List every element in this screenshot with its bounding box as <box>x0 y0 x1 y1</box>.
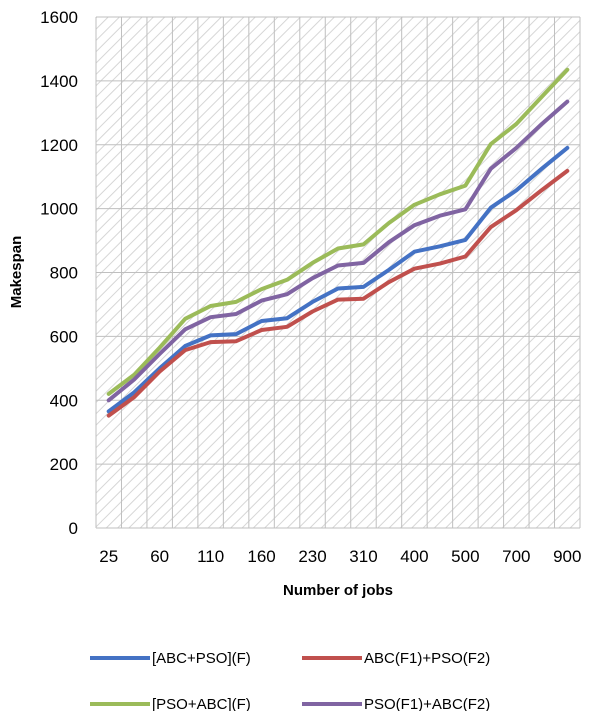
y-tick-label: 1600 <box>40 8 78 27</box>
series-lines <box>106 67 570 418</box>
y-axis-ticks: 0 200 400 600 800 1000 1200 1400 1600 <box>40 8 78 538</box>
legend: [ABC+PSO](F) ABC(F1)+PSO(F2) [PSO+ABC](F) P… <box>90 650 490 713</box>
legend-label: PSO(F1)+ABC(F2) <box>364 696 490 711</box>
y-tick-label: 1000 <box>40 200 78 219</box>
y-tick-label: 400 <box>50 391 78 410</box>
legend-label: [PSO+ABC](F) <box>152 696 251 711</box>
series-line-2 <box>106 168 570 418</box>
legend-label: [ABC+PSO](F) <box>152 650 251 667</box>
x-axis-ticks: 25 60 110 160 230 310 400 500 700 900 <box>99 547 581 566</box>
x-tick-label: 500 <box>451 547 479 566</box>
x-tick-label: 230 <box>298 547 326 566</box>
legend-label: ABC(F1)+PSO(F2) <box>364 650 490 667</box>
gridlines <box>95 16 581 529</box>
x-tick-label: 700 <box>502 547 530 566</box>
y-tick-label: 200 <box>50 455 78 474</box>
series-line-3 <box>106 67 570 396</box>
y-tick-label: 0 <box>69 519 78 538</box>
x-tick-label: 400 <box>400 547 428 566</box>
y-tick-label: 600 <box>50 327 78 346</box>
y-tick-label: 1400 <box>40 72 78 91</box>
x-tick-label: 25 <box>99 547 118 566</box>
x-axis-title: Number of jobs <box>283 582 393 599</box>
y-axis-title: Makespan <box>8 236 25 309</box>
y-tick-label: 800 <box>50 264 78 283</box>
y-tick-label: 1200 <box>40 136 78 155</box>
x-tick-label: 310 <box>349 547 377 566</box>
series-line-1 <box>106 145 570 414</box>
x-tick-label: 60 <box>150 547 169 566</box>
x-tick-label: 900 <box>553 547 581 566</box>
series-line-4 <box>106 99 570 403</box>
x-tick-label: 110 <box>197 547 224 566</box>
x-tick-label: 160 <box>247 547 275 566</box>
